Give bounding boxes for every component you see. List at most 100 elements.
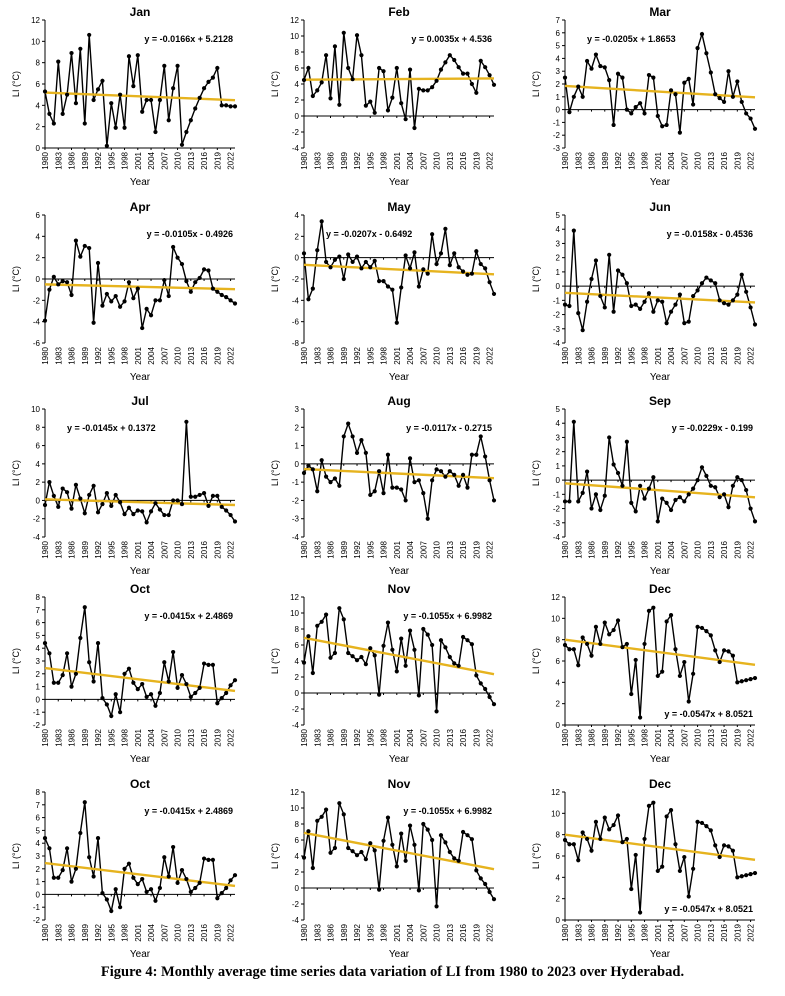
- y-tick-label: 10: [551, 809, 560, 818]
- y-tick-label: -4: [292, 296, 300, 305]
- data-point: [602, 493, 607, 498]
- data-point: [726, 302, 731, 307]
- data-point: [730, 94, 736, 99]
- data-point: [416, 693, 421, 698]
- data-point: [206, 857, 211, 862]
- x-tick-label: 2010: [694, 923, 703, 941]
- x-tick-label: 2004: [147, 151, 156, 169]
- y-tick-label: 4: [36, 232, 41, 241]
- chart-title: Apr: [130, 200, 151, 214]
- data-point: [78, 496, 83, 501]
- y-axis-label: LI (°C): [531, 648, 541, 674]
- data-point: [372, 848, 377, 853]
- data-point: [306, 65, 311, 71]
- x-tick-label: 1983: [54, 923, 63, 941]
- x-axis-label: Year: [130, 177, 151, 188]
- data-point: [416, 888, 421, 893]
- x-tick-label: 1995: [627, 728, 636, 746]
- y-tick-label: -4: [553, 339, 561, 348]
- y-tick-label: 2: [556, 80, 561, 89]
- x-tick-label: 1983: [574, 346, 583, 364]
- data-point: [752, 322, 758, 327]
- data-point: [126, 280, 132, 285]
- x-tick-label: 2004: [667, 540, 676, 558]
- y-tick-label: 4: [36, 460, 41, 469]
- x-tick-label: 1980: [561, 346, 570, 364]
- data-point: [664, 122, 669, 128]
- data-point: [677, 673, 682, 679]
- data-point: [206, 79, 211, 84]
- y-tick-label: -2: [553, 131, 561, 140]
- data-point: [354, 33, 360, 38]
- data-point: [677, 868, 682, 874]
- y-axis-label: LI (°C): [531, 266, 541, 292]
- data-point: [677, 495, 682, 500]
- data-point: [607, 435, 612, 440]
- x-tick-label: 1998: [380, 728, 389, 746]
- data-point: [730, 848, 736, 853]
- data-point: [421, 626, 426, 632]
- data-point: [104, 491, 109, 496]
- x-tick-label: 1983: [574, 540, 583, 558]
- x-tick-label: 1989: [601, 923, 610, 941]
- data-point: [179, 261, 185, 267]
- data-point: [73, 101, 79, 106]
- chart-panel-jan: Jan 0 2 4 6 8 10 12 1980 1983 1986 1989 1992 1995 1998…: [11, 5, 238, 188]
- trend-line: [564, 482, 756, 499]
- data-point: [64, 92, 70, 97]
- data-point: [456, 483, 461, 488]
- data-point: [228, 512, 233, 518]
- data-point: [206, 268, 211, 273]
- data-point: [201, 267, 207, 272]
- data-point: [735, 475, 740, 480]
- data-point: [175, 498, 180, 503]
- data-point: [385, 620, 391, 625]
- trend-line: [44, 91, 236, 102]
- x-tick-label: 1992: [614, 151, 623, 169]
- trend-line: [44, 283, 236, 291]
- data-point: [64, 280, 70, 285]
- y-tick-label: -1: [33, 903, 41, 912]
- data-point: [359, 654, 364, 660]
- y-tick-label: 2: [295, 232, 300, 241]
- y-tick-label: 0: [295, 884, 300, 893]
- x-tick-label: 2004: [667, 151, 676, 169]
- series-line: [303, 802, 495, 907]
- data-point: [341, 276, 346, 282]
- data-point: [730, 653, 736, 658]
- x-tick-label: 1995: [366, 540, 375, 558]
- data-point: [655, 519, 660, 524]
- data-point: [460, 269, 466, 274]
- data-point: [629, 886, 634, 892]
- data-point: [474, 452, 479, 457]
- x-tick-label: 2010: [433, 151, 442, 169]
- x-tick-label: 2004: [147, 923, 156, 941]
- data-point: [100, 78, 105, 83]
- data-point: [377, 279, 382, 284]
- data-point: [319, 458, 324, 463]
- x-tick-label: 2010: [433, 728, 442, 746]
- x-tick-label: 2001: [654, 346, 663, 364]
- data-point: [407, 628, 413, 633]
- data-point: [571, 419, 576, 424]
- x-tick-label: 1989: [340, 540, 349, 558]
- data-point: [118, 500, 123, 505]
- data-point: [474, 673, 479, 678]
- x-tick-label: 2022: [747, 923, 756, 941]
- x-tick-label: 1980: [561, 540, 570, 558]
- data-point: [567, 303, 572, 309]
- x-tick-label: 2007: [419, 923, 428, 941]
- x-tick-label: 2007: [680, 151, 689, 169]
- x-tick-label: 2016: [200, 728, 209, 746]
- y-tick-label: 8: [36, 788, 41, 797]
- data-point: [60, 867, 65, 873]
- chart-title: Mar: [649, 5, 671, 19]
- y-tick-label: 6: [295, 64, 300, 73]
- data-point: [47, 287, 52, 292]
- x-tick-label: 2007: [680, 728, 689, 746]
- data-point: [346, 65, 351, 71]
- x-tick-label: 1998: [121, 540, 130, 558]
- data-point: [113, 293, 118, 299]
- data-point: [332, 257, 338, 262]
- data-point: [122, 299, 127, 304]
